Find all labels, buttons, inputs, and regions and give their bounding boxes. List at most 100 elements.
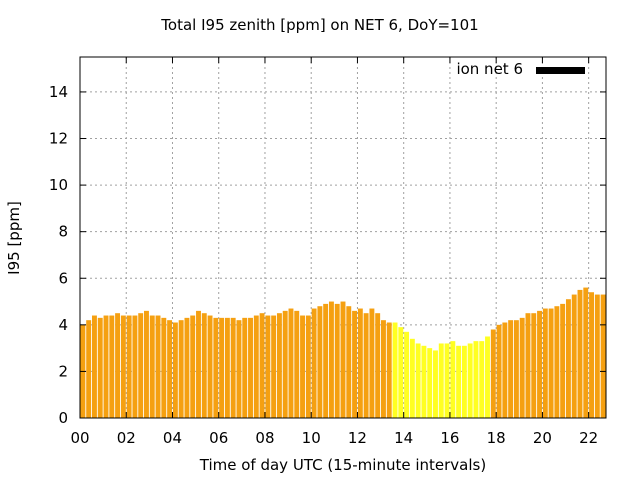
data-bar [144,310,149,418]
data-bar [328,301,334,418]
x-tick-label: 06 [209,429,228,447]
data-bar [415,343,421,418]
y-tick-label: 6 [58,269,68,287]
x-tick-label: 18 [487,429,506,447]
data-bar [97,317,103,418]
data-bar [409,338,415,418]
data-bar [381,320,386,418]
data-bar [120,315,126,418]
data-bar [265,315,271,418]
data-bar [450,341,456,418]
data-bar [236,320,242,418]
data-bar [132,315,138,418]
x-tick-label: 08 [255,429,274,447]
data-bar [508,320,514,418]
data-bar [259,313,265,418]
x-tick-label: 04 [163,429,182,447]
data-bar [178,320,184,418]
y-tick-label: 10 [49,176,68,194]
plot-frame [79,56,607,419]
data-bar [357,308,363,418]
data-bar [305,315,311,418]
y-tick-label: 8 [58,223,68,241]
data-bar [542,308,548,418]
data-bar [155,315,161,418]
data-bar [213,317,219,418]
data-bar [600,294,606,418]
x-tick-label: 20 [533,429,552,447]
data-bar [473,341,479,418]
data-bar [253,315,259,418]
data-bar [427,348,433,418]
data-bar [479,341,485,418]
data-bar [398,327,404,418]
data-bar [282,310,288,418]
y-axis-label: I95 [ppm] [5,201,23,275]
x-tick-label: 02 [117,429,136,447]
data-bar [438,343,444,418]
data-bar [248,317,253,418]
data-bar [369,308,375,418]
y-tick-label: 4 [58,316,68,334]
data-bar [537,310,542,418]
data-bar [300,315,305,418]
data-bar [525,313,531,418]
data-bar [594,294,600,418]
data-bar [91,315,97,418]
data-bar [565,299,571,418]
data-bar [196,310,201,418]
y-axis-ticks: 0 2 4 6 8 10 12 14 [49,83,606,427]
data-bar [276,313,282,418]
data-bar [161,317,167,418]
y-tick-label: 0 [58,409,68,427]
data-bar [421,345,427,418]
x-axis-label: Time of day UTC (15-minute intervals) [199,456,487,474]
legend-swatch [536,67,585,74]
data-bar [323,303,329,418]
data-bar [311,308,317,418]
x-tick-label: 12 [348,429,367,447]
legend-label: ion net 6 [456,60,523,78]
data-bar [109,315,115,418]
data-bar [190,315,196,418]
y-tick-label: 12 [49,130,68,148]
data-bar [340,301,346,418]
data-bar [115,313,121,418]
data-bar [485,336,490,418]
data-bar [149,315,155,418]
data-bar [444,343,450,418]
data-bar [207,315,213,418]
data-bar [583,287,589,418]
data-bar [433,350,438,418]
data-bar [496,324,502,418]
y-tick-label: 14 [49,83,68,101]
data-bar [513,320,519,418]
data-bar [456,345,462,418]
data-bar [346,306,352,418]
data-bar [242,317,248,418]
x-tick-label: 14 [394,429,413,447]
data-bar [519,317,525,418]
data-bar [502,322,508,418]
y-tick-label: 2 [58,362,68,380]
data-bar [317,306,323,418]
chart-title: Total I95 zenith [ppm] on NET 6, DoY=101 [161,16,479,34]
data-bar [288,308,294,418]
data-bar [490,329,496,418]
data-bar [548,308,554,418]
data-bar [126,315,132,418]
grid-lines [80,57,606,418]
data-bar [577,289,583,418]
x-axis-ticks: 00 02 04 06 08 10 12 14 16 18 20 22 [70,57,598,447]
data-bar [589,292,595,418]
data-bar [138,313,144,418]
data-bar [363,313,369,418]
data-bar [386,322,392,418]
data-bar [167,320,173,418]
x-tick-label: 10 [302,429,321,447]
data-bar [86,320,92,418]
data-bar [554,306,560,418]
data-bar [334,303,340,418]
data-bar [294,310,300,418]
